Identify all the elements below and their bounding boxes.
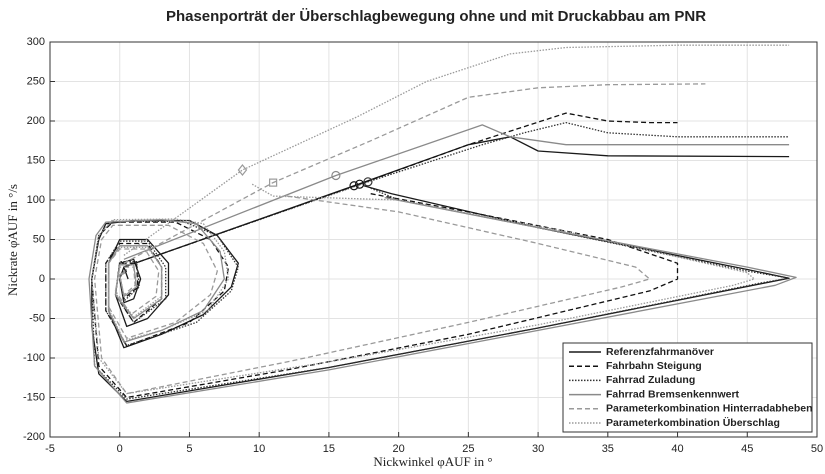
legend-label: Parameterkombination Überschlag <box>606 416 780 429</box>
legend-box <box>562 342 813 433</box>
y-tick-label: 150 <box>27 154 45 166</box>
x-tick-label: 25 <box>462 443 474 455</box>
legend-label: Fahrrad Bremsenkennwert <box>606 388 740 400</box>
x-tick-label: -5 <box>45 443 55 455</box>
x-tick-label: 35 <box>602 443 614 455</box>
marker <box>349 181 359 191</box>
x-tick-label: 45 <box>741 443 753 455</box>
x-tick-label: 15 <box>323 443 335 455</box>
marker <box>354 179 365 189</box>
legend-label: Parameterkombination Hinterradabheben <box>606 403 813 415</box>
x-axis-label: Nickwinkel φAUF in ° <box>373 454 492 469</box>
legend-label: Referenzfahrmanöver <box>606 346 714 358</box>
x-tick-label: 5 <box>186 443 192 455</box>
y-tick-label: -200 <box>23 431 45 443</box>
x-tick-label: 30 <box>532 443 544 455</box>
x-tick-label: 20 <box>393 443 405 455</box>
y-tick-label: 200 <box>27 115 45 127</box>
series-line <box>91 44 790 395</box>
marker <box>237 164 248 176</box>
x-tick-label: 40 <box>671 443 683 455</box>
y-tick-label: -50 <box>29 312 45 324</box>
marker <box>363 177 373 187</box>
y-tick-label: 100 <box>27 194 45 206</box>
y-tick-label: -100 <box>23 352 45 364</box>
y-axis-label: Nickrate φ̇AUF in °/s <box>5 184 20 296</box>
x-tick-label: 50 <box>811 443 823 455</box>
y-tick-label: 0 <box>39 273 45 285</box>
legend-label: Fahrbahn Steigung <box>606 360 702 372</box>
marker <box>269 178 278 187</box>
y-tick-label: 250 <box>27 75 45 87</box>
x-tick-label: 0 <box>117 443 123 455</box>
y-tick-label: 50 <box>33 233 45 245</box>
y-tick-label: 300 <box>27 36 45 48</box>
plot-frame <box>49 41 818 438</box>
chart-title: Phasenporträt der Überschlagbewegung ohn… <box>166 8 706 25</box>
marker <box>331 170 341 181</box>
x-tick-label: 10 <box>253 443 265 455</box>
y-tick-label: -150 <box>23 391 45 403</box>
legend-label: Fahrrad Zuladung <box>606 374 695 386</box>
